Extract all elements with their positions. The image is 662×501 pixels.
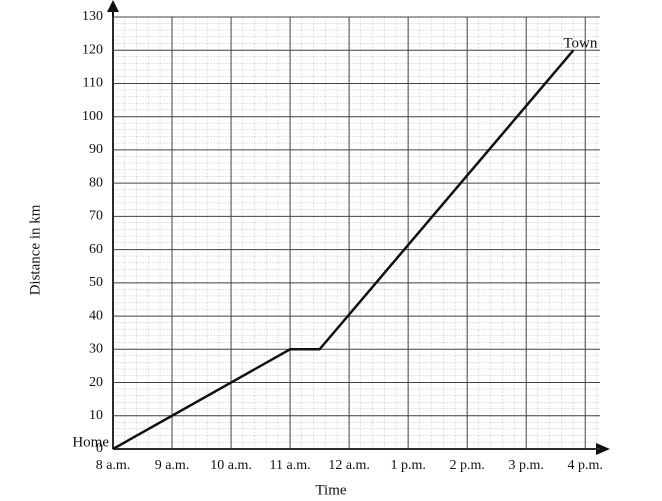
y-tick-label: 120 xyxy=(82,42,103,57)
x-tick-label: 2 p.m. xyxy=(449,458,484,473)
y-tick-label: 130 xyxy=(82,9,103,24)
x-tick-label: 8 a.m. xyxy=(96,458,131,473)
x-axis-label: Time xyxy=(315,482,346,498)
x-tick-label: 4 p.m. xyxy=(568,458,603,473)
start-label: Home xyxy=(72,434,109,450)
y-tick-label: 0 xyxy=(96,441,103,456)
y-tick-label: 30 xyxy=(89,342,103,357)
x-tick-label: 10 a.m. xyxy=(210,458,252,473)
line xyxy=(112,49,575,451)
y-tick-label: 10 xyxy=(89,408,103,423)
x-tick-label: 12 a.m. xyxy=(328,458,370,473)
y-tick-label: 80 xyxy=(89,175,103,190)
y-tick-label: 70 xyxy=(89,209,103,224)
x-tick-label: 11 a.m. xyxy=(270,458,311,473)
x-tick-label: 1 p.m. xyxy=(390,458,425,473)
y-axis-arrow xyxy=(107,0,119,12)
end-label: Town xyxy=(563,36,597,52)
x-tick-label: 9 a.m. xyxy=(155,458,190,473)
y-tick-label: 50 xyxy=(89,275,103,290)
y-tick-label: 20 xyxy=(89,375,103,390)
minor-grid xyxy=(113,17,600,449)
y-tick-label: 110 xyxy=(83,76,103,91)
y-tick-label: 40 xyxy=(89,308,103,323)
y-tick-label: 90 xyxy=(89,142,103,157)
y-tick-label: 100 xyxy=(82,109,103,124)
y-tick-label: 60 xyxy=(89,242,103,257)
y-axis-label: Distance in km xyxy=(27,204,43,295)
x-tick-label: 3 p.m. xyxy=(509,458,544,473)
x-axis-arrow xyxy=(596,443,610,455)
